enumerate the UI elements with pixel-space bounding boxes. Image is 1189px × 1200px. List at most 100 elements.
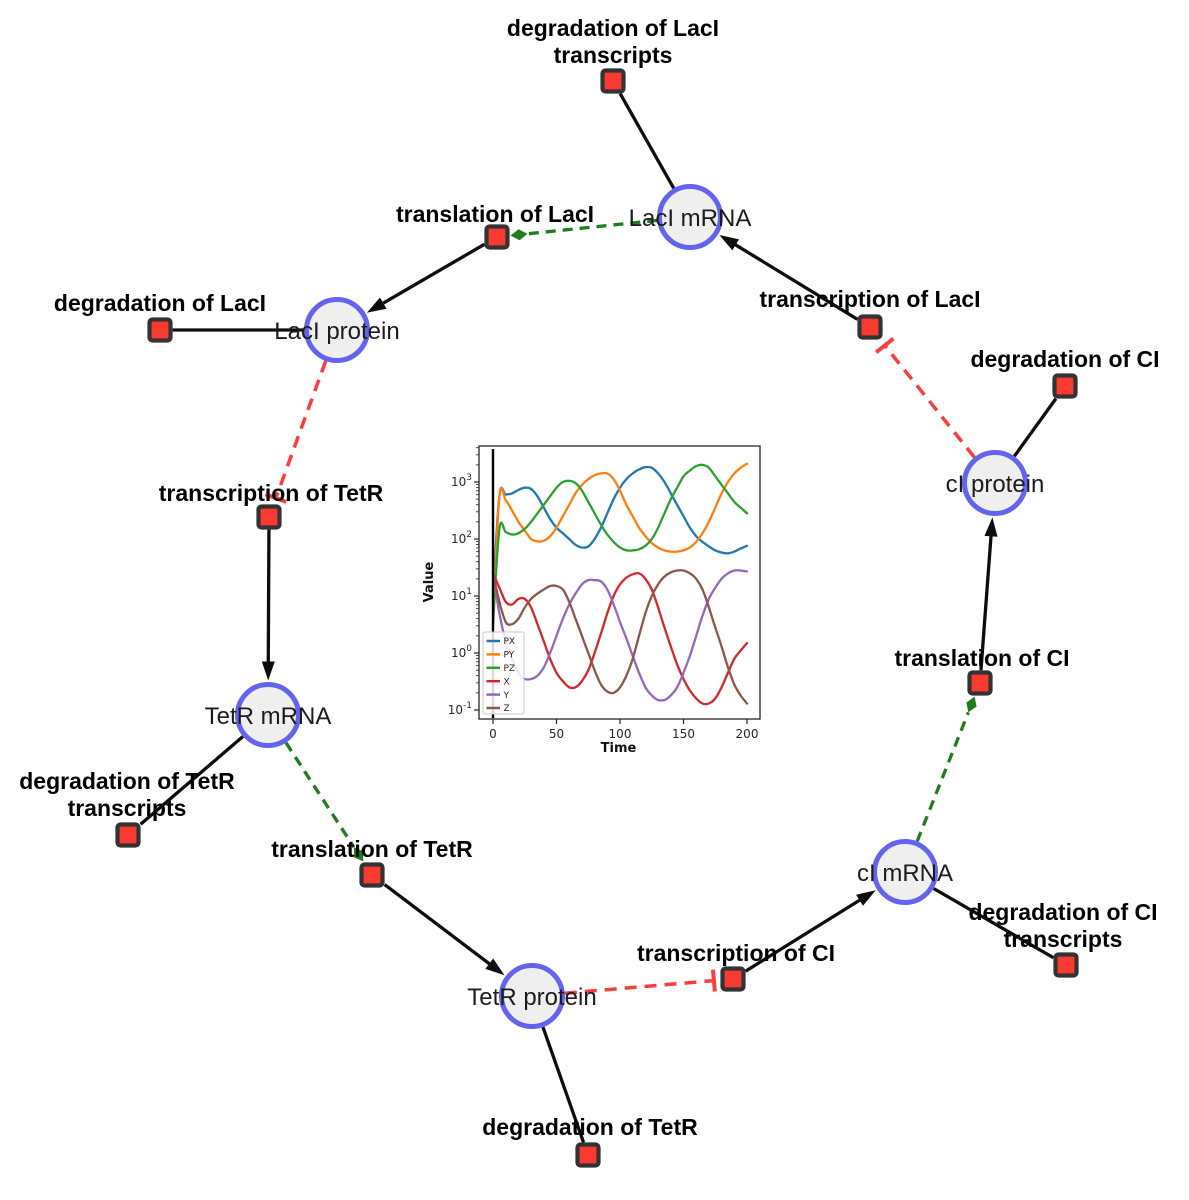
production-arrowhead-laci-protein	[366, 297, 387, 313]
edge-production-translation-of-laci-to-laci-protein	[378, 242, 486, 307]
chart-legend: PX PY PZ XYZ	[482, 631, 525, 715]
reaction-node-degradation-of-laci	[147, 317, 173, 343]
edge-consumption-tetr-protein-to-degradation-of-tetr	[541, 1026, 586, 1143]
reaction-label-translation-of-ci: translation of CI	[894, 645, 1069, 671]
reaction-node-translation-of-tetr	[359, 862, 385, 888]
chart-legend-entry-PZ: PZ	[504, 664, 516, 674]
reaction-label-transcription-of-ci: transcription of CI	[637, 940, 835, 966]
edge-inhibition-laci-protein-to-transcription-of-tetr	[274, 360, 328, 497]
chart-series-layer	[491, 462, 749, 706]
production-arrowhead-ci-mrna	[856, 890, 876, 906]
species-node-ci-mrna	[872, 839, 938, 905]
inhibition-bar-transcription-of-tetr	[264, 492, 287, 504]
reaction-node-transcription-of-ci	[720, 966, 746, 992]
edge-modifier-ci-mrna-to-translation-of-ci	[915, 711, 970, 842]
chart-series-Y	[491, 569, 749, 702]
y-tick-label: 102	[451, 530, 472, 546]
edge-production-transcription-of-tetr-to-tetr-mrna	[266, 529, 271, 666]
reaction-label-degradation-of-laci-transcripts-line1: degradation of LacI	[507, 15, 719, 41]
reaction-label-degradation-of-ci: degradation of CI	[970, 346, 1159, 372]
x-tick-label: 100	[609, 727, 632, 741]
y-tick-label: 100	[451, 644, 472, 660]
chart-legend-entry-Y: Y	[503, 691, 510, 701]
edge-production-translation-of-tetr-to-tetr-protein	[383, 883, 494, 968]
chart-x-axis: 0 50 100 150 200	[489, 719, 758, 741]
chart-legend-entry-PY: PY	[504, 651, 515, 661]
chart-series-PX	[491, 465, 749, 598]
nodes-layer	[115, 68, 1079, 1168]
reaction-label-degradation-of-tetr: degradation of TetR	[482, 1114, 698, 1140]
edge-modifier-laci-mrna-to-translation-of-laci	[527, 218, 658, 236]
chart-xlabel: Time	[601, 741, 637, 756]
species-node-ci-protein	[962, 450, 1028, 516]
edge-consumption-laci-mrna-to-degradation-of-laci-transcripts	[618, 92, 676, 190]
chart-series-PY	[491, 462, 749, 626]
chart-legend-entry-X: X	[504, 677, 510, 687]
edge-inhibition-tetr-protein-to-transcription-of-ci	[564, 979, 713, 995]
reaction-node-translation-of-ci	[967, 670, 993, 696]
species-node-laci-protein	[304, 297, 370, 363]
modifier-diamond-translation-of-laci	[510, 229, 528, 241]
reaction-node-degradation-of-tetr	[575, 1142, 601, 1168]
species-label-tetr-protein: TetR protein	[467, 984, 596, 1011]
edge-inhibition-ci-protein-to-transcription-of-laci	[884, 345, 976, 459]
chart-y-axis: 10-1 100 101 102 103	[448, 447, 479, 717]
production-arrowhead-laci-mrna	[719, 235, 739, 251]
species-node-laci-mrna	[657, 184, 723, 250]
y-tick-label: 103	[451, 473, 472, 489]
species-label-ci-mrna: cI mRNA	[857, 860, 953, 887]
reaction-label-degradation-of-ci-transcripts-line1: degradation of CI	[968, 899, 1157, 925]
reaction-node-degradation-of-ci-transcripts	[1053, 952, 1079, 978]
x-tick-label: 200	[736, 727, 759, 741]
production-arrowhead-ci-protein	[984, 517, 998, 537]
reaction-label-transcription-of-laci: transcription of LacI	[759, 286, 980, 312]
edge-production-transcription-of-laci-to-laci-mrna	[731, 241, 859, 321]
labels-layer: degradation of LacItranscriptstranslatio…	[19, 15, 1159, 1140]
modifier-diamond-translation-of-ci	[966, 696, 977, 713]
reaction-label-degradation-of-tetr-transcripts-line2: transcripts	[68, 795, 187, 821]
reaction-label-degradation-of-laci-transcripts-line2: transcripts	[554, 42, 673, 68]
y-tick-label: 101	[451, 587, 472, 603]
reaction-node-transcription-of-laci	[857, 314, 883, 340]
reaction-node-degradation-of-laci-transcripts	[600, 68, 626, 94]
edge-modifier-tetr-mrna-to-translation-of-tetr	[284, 741, 356, 849]
species-label-laci-mrna: LacI mRNA	[629, 205, 752, 232]
chart-series-X	[491, 571, 749, 706]
chart-series-PZ	[491, 463, 749, 626]
reaction-label-degradation-of-ci-transcripts-line2: transcripts	[1004, 926, 1123, 952]
species-label-ci-protein: cI protein	[946, 471, 1045, 498]
species-node-tetr-mrna	[235, 682, 301, 748]
x-tick-label: 50	[549, 727, 564, 741]
reaction-node-degradation-of-ci	[1052, 373, 1078, 399]
reaction-label-degradation-of-tetr-transcripts-line1: degradation of TetR	[19, 768, 235, 794]
reaction-node-degradation-of-tetr-transcripts	[115, 822, 141, 848]
inhibition-bar-transcription-of-laci	[874, 337, 895, 354]
edges-layer	[139, 92, 1058, 1143]
species-node-tetr-protein	[499, 963, 565, 1029]
chart-series-Z	[491, 569, 749, 705]
chart-ylabel: Value	[422, 561, 437, 602]
modifier-diamond-translation-of-tetr	[353, 847, 364, 862]
edge-consumption-tetr-mrna-to-degradation-of-tetr-transcripts	[139, 735, 245, 826]
reaction-node-translation-of-laci	[484, 224, 510, 250]
reaction-node-transcription-of-tetr	[256, 504, 282, 530]
chart-legend-entry-PX: PX	[504, 637, 516, 647]
reaction-label-translation-of-tetr: translation of TetR	[271, 836, 473, 862]
production-arrowhead-tetr-mrna	[261, 661, 275, 681]
reaction-label-transcription-of-tetr: transcription of TetR	[159, 480, 384, 506]
edge-consumption-ci-mrna-to-degradation-of-ci-transcripts	[932, 887, 1055, 960]
edge-production-transcription-of-ci-to-ci-mrna	[744, 896, 864, 973]
inhibition-bar-transcription-of-ci	[710, 969, 717, 992]
inset-chart: 10-1 100 101 102 103 0 50 100 150 200 Time Value PX P…	[422, 445, 761, 756]
x-tick-label: 150	[672, 727, 695, 741]
species-label-tetr-mrna: TetR mRNA	[205, 703, 332, 730]
production-arrowhead-tetr-protein	[485, 958, 505, 976]
reaction-label-translation-of-laci: translation of LacI	[396, 201, 594, 227]
edge-consumption-ci-protein-to-degradation-of-ci	[1012, 397, 1058, 458]
species-label-laci-protein: LacI protein	[274, 318, 399, 345]
reaction-label-degradation-of-laci: degradation of LacI	[54, 290, 266, 316]
x-tick-label: 0	[489, 727, 497, 741]
y-tick-label: 10-1	[448, 701, 472, 717]
